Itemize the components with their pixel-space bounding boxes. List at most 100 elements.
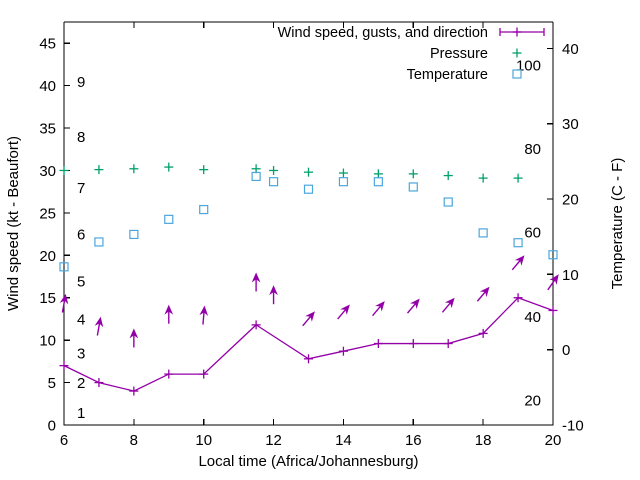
x-axis-tick-label: 6: [60, 432, 68, 449]
fahrenheit-scale-label: 60: [524, 225, 541, 242]
y-axis-tick-label: 0: [48, 418, 56, 435]
series-gusts: [59, 255, 559, 348]
beaufort-scale-label: 9: [77, 74, 85, 91]
y2-axis-tick-label: -10: [562, 418, 584, 435]
fahrenheit-scale-label: 40: [524, 309, 541, 326]
temperature-point: [408, 182, 418, 192]
legend-marker-pressure: [512, 48, 522, 58]
pressure-point: [304, 167, 313, 177]
x-axis-tick-label: 10: [195, 432, 212, 449]
y-axis-tick-label: 10: [39, 333, 56, 350]
beaufort-scale-label: 2: [77, 375, 85, 392]
wind-speed-point: [59, 361, 69, 371]
wind-speed-point: [164, 369, 174, 379]
gust-direction-arrow: [302, 311, 315, 327]
pressure-point: [513, 173, 523, 183]
pressure-point: [59, 165, 69, 175]
y-axis-tick-label: 25: [39, 205, 56, 222]
pressure-point: [269, 165, 279, 175]
temperature-point: [478, 228, 488, 238]
temperature-point: [129, 229, 139, 240]
y-axis-tick-label: 5: [48, 375, 56, 392]
beaufort-scale-label: 3: [77, 345, 85, 362]
temperature-point: [251, 171, 261, 182]
fahrenheit-scale-label: 20: [524, 393, 541, 410]
wind-speed-point: [199, 369, 209, 379]
fahrenheit-scale-label: 80: [524, 141, 541, 158]
fahrenheit-labels-group: 20 40 60 80 100: [516, 57, 541, 409]
y2-axis-tick-label: 0: [562, 342, 570, 359]
pressure-point: [129, 164, 139, 174]
gust-direction-arrow: [337, 304, 350, 320]
gust-direction-arrow: [94, 316, 104, 336]
wind-speed-point: [129, 386, 139, 396]
legend-label-2: Temperature: [407, 67, 488, 83]
beaufort-scale-label: 8: [77, 129, 85, 146]
y-axis-title: Wind speed (kt - Beaufort): [5, 136, 22, 311]
x-axis-tick-label: 12: [265, 432, 282, 449]
beaufort-labels-group: 1 2 3 4 5 6 7 8 9: [77, 74, 85, 422]
gust-direction-arrow: [199, 305, 209, 325]
gust-direction-arrow: [59, 293, 69, 313]
pressure-point: [94, 165, 104, 175]
y2-axis-tick-label: 30: [562, 116, 579, 133]
wind-speed-point: [548, 305, 558, 315]
legend-marker-wind: [499, 27, 545, 37]
temperature-point: [199, 204, 209, 215]
pressure-point: [373, 169, 383, 179]
temperature-point: [548, 250, 558, 260]
gust-direction-arrow: [441, 297, 455, 313]
beaufort-scale-label: 4: [77, 311, 85, 328]
legend-label-1: Pressure: [430, 46, 488, 62]
series-wind: [59, 293, 558, 396]
gust-direction-arrow: [269, 285, 278, 305]
y-axis-tick-label: 30: [39, 163, 56, 180]
y2-axis-tick-label: 10: [562, 267, 579, 284]
pressure-point: [164, 162, 174, 172]
gust-direction-arrow: [372, 301, 385, 317]
wind-speed-point: [513, 293, 523, 303]
axis-titles-group: Wind speed (kt - Beaufort) Temperature (C…: [5, 136, 626, 470]
gust-direction-arrow: [251, 272, 261, 292]
wind-speed-point: [304, 354, 313, 364]
wind-speed-point: [478, 328, 488, 338]
wind-speed-point: [94, 378, 104, 388]
gust-direction-arrow: [406, 298, 420, 314]
temperature-point: [164, 214, 174, 224]
y-axis-tick-label: 15: [39, 290, 56, 307]
y-axis-tick-label: 40: [39, 78, 56, 95]
series-group: [59, 162, 559, 396]
y-axis-tick-label: 35: [39, 121, 56, 138]
x-axis-title: Local time (Africa/Johannesburg): [198, 453, 418, 470]
temperature-point: [94, 237, 104, 247]
temperature-point: [373, 177, 383, 187]
pressure-point: [338, 168, 348, 178]
x-axis-tick-label: 18: [475, 432, 492, 449]
gust-direction-arrow: [164, 304, 174, 324]
pressure-point: [251, 164, 261, 174]
pressure-point: [443, 171, 453, 181]
y-axis-tick-label: 20: [39, 248, 56, 265]
series-pressure: [59, 162, 523, 183]
pressure-point: [478, 173, 488, 183]
temperature-point: [443, 197, 453, 207]
gust-direction-arrow: [129, 328, 139, 348]
wind-speed-point: [373, 339, 383, 349]
temperature-point: [268, 177, 279, 187]
gust-direction-arrow: [547, 274, 559, 291]
beaufort-scale-label: 7: [77, 180, 85, 197]
wind-speed-point: [443, 339, 453, 349]
y2-axis-title: Temperature (C - F): [609, 158, 626, 290]
temperature-point: [338, 177, 349, 187]
y2-axis-tick-label: 20: [562, 192, 579, 209]
y2-axis-tick-label: 40: [562, 41, 579, 58]
wind-speed-point: [251, 320, 261, 330]
beaufort-scale-label: 5: [77, 273, 85, 290]
temperature-point: [513, 238, 523, 248]
plot-border: [63, 22, 554, 426]
y-axis-tick-label: 45: [39, 36, 56, 53]
temperature-point: [59, 262, 69, 272]
